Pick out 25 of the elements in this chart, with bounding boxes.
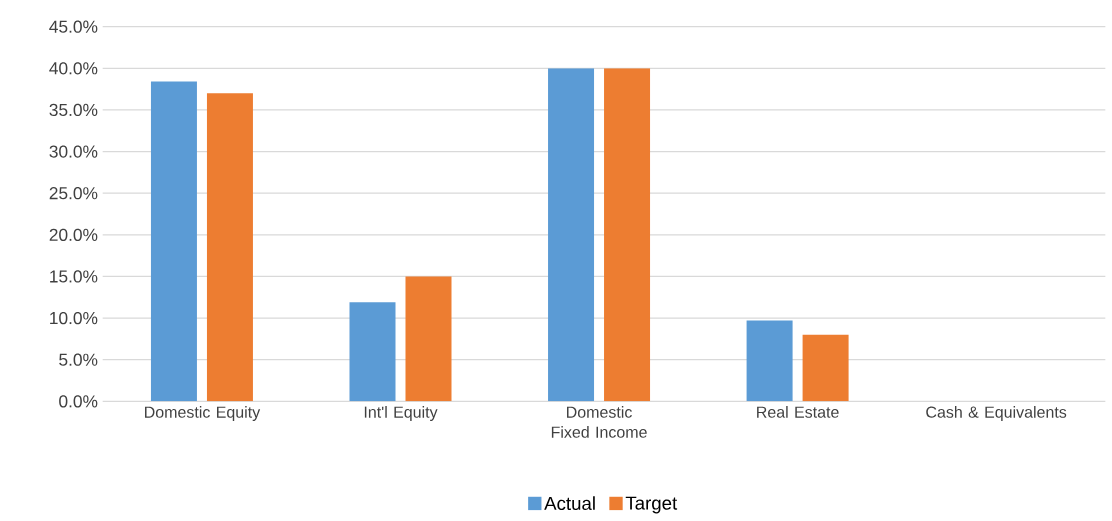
bar — [604, 68, 651, 402]
y-tick-label: 35.0% — [49, 103, 98, 116]
bar — [206, 93, 253, 402]
legend-label: Target — [625, 496, 678, 514]
y-tick-label: 0.0% — [59, 395, 98, 408]
x-tick-label: Domestic Fixed Income — [551, 405, 647, 438]
y-tick-label: 5.0% — [59, 353, 98, 366]
bar — [746, 320, 793, 402]
y-tick-label: 15.0% — [50, 270, 98, 283]
bar — [802, 334, 849, 402]
y-tick-label: 20.0% — [49, 228, 98, 241]
x-tick-label: Cash & Equivalents — [926, 405, 1067, 421]
bar — [405, 276, 452, 402]
x-tick-label: Real Estate — [757, 405, 839, 418]
bar — [349, 302, 396, 402]
y-tick-label: 40.0% — [49, 62, 98, 75]
x-tick-label: Domestic Equity — [145, 405, 261, 421]
y-tick-label: 45.0% — [49, 20, 98, 33]
y-tick-label: 30.0% — [49, 145, 98, 158]
y-tick-label: 10.0% — [50, 311, 98, 325]
bar — [150, 81, 197, 402]
x-tick-label: Int'l Equity — [364, 405, 438, 421]
y-tick-label: 25.0% — [49, 186, 98, 200]
bar — [548, 68, 595, 402]
legend-label: Actual — [544, 496, 595, 510]
